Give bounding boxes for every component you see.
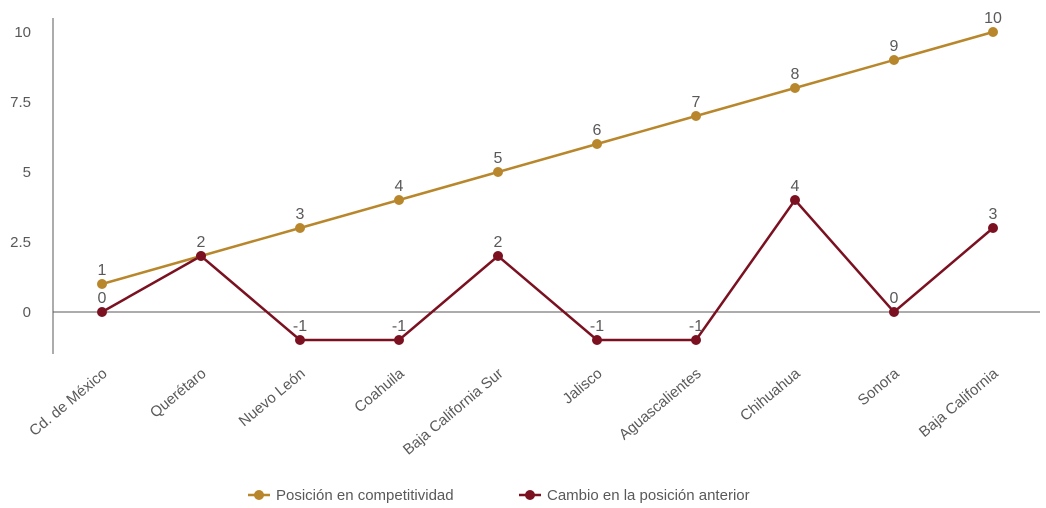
data-point-series-2 [295, 335, 305, 345]
data-point-series-1 [691, 111, 701, 121]
data-label-series-1: 7 [692, 94, 701, 111]
data-point-series-2 [97, 307, 107, 317]
data-point-series-1 [97, 279, 107, 289]
data-label-series-2: 4 [791, 178, 800, 195]
data-label-series-1: 6 [593, 122, 602, 139]
x-category-labels: Cd. de México Querétaro Nuevo León Coahuila… [26, 365, 1002, 459]
y-tick-label: 0 [23, 304, 31, 321]
data-label-series-1: 4 [395, 178, 404, 195]
y-tick-label: 7.5 [10, 94, 31, 111]
y-tick-labels: 10 7.5 5 2.5 0 [10, 24, 31, 321]
data-label-series-2: -1 [392, 318, 406, 335]
data-point-series-2 [988, 223, 998, 233]
data-point-series-2 [790, 195, 800, 205]
data-point-series-2 [889, 307, 899, 317]
legend-label: Cambio en la posición anterior [547, 487, 750, 504]
data-point-series-1 [295, 223, 305, 233]
data-label-series-1: 3 [296, 206, 305, 223]
data-label-series-2: -1 [689, 318, 703, 335]
x-category-label: Chihuahua [737, 365, 804, 425]
data-point-series-1 [493, 167, 503, 177]
legend-label: Posición en competitividad [276, 487, 454, 504]
data-label-series-1: 8 [791, 66, 800, 83]
data-point-series-2 [691, 335, 701, 345]
data-label-series-2: 2 [494, 234, 503, 251]
data-label-series-2: 0 [890, 290, 899, 307]
data-point-series-1 [790, 83, 800, 93]
series-lines [101, 30, 994, 342]
x-category-label: Nuevo León [236, 365, 309, 430]
data-point-series-1 [394, 195, 404, 205]
data-point-series-1 [988, 27, 998, 37]
x-category-label: Baja California Sur [400, 365, 507, 458]
data-label-series-2: 0 [98, 290, 107, 307]
data-label-series-2: -1 [590, 318, 604, 335]
x-category-label: Jalisco [560, 365, 606, 408]
y-tick-label: 2.5 [10, 234, 31, 251]
data-label-series-1: 9 [890, 38, 899, 55]
x-category-label: Coahuila [351, 365, 408, 417]
x-category-label: Cd. de México [26, 365, 110, 440]
data-label-series-1: 1 [98, 262, 107, 279]
data-label-series-2: -1 [293, 318, 307, 335]
data-label-series-2: 3 [989, 206, 998, 223]
x-category-label: Aguascalientes [616, 365, 705, 443]
y-tick-label: 5 [23, 164, 31, 181]
data-point-series-2 [394, 335, 404, 345]
data-point-series-1 [592, 139, 602, 149]
y-tick-label: 10 [14, 24, 31, 41]
data-point-series-2 [196, 251, 206, 261]
series-line-1 [101, 30, 994, 286]
x-category-label: Sonora [855, 365, 903, 410]
data-label-series-1: 5 [494, 150, 503, 167]
x-category-label: Baja California [916, 365, 1002, 441]
series-points [97, 27, 998, 345]
data-labels: 1 2 3 4 5 6 7 8 9 10 0 -1 -1 2 -1 -1 4 0 3 [98, 10, 1002, 335]
series-line-2 [101, 197, 994, 342]
data-label-series-1: 2 [197, 234, 206, 251]
data-point-series-2 [592, 335, 602, 345]
legend-swatch-marker [525, 490, 535, 500]
data-point-series-1 [889, 55, 899, 65]
legend: Posición en competitividad Cambio en la p… [248, 487, 750, 504]
legend-swatch-marker [254, 490, 264, 500]
data-point-series-2 [493, 251, 503, 261]
data-label-series-1: 10 [984, 10, 1002, 27]
x-category-label: Querétaro [147, 365, 210, 421]
